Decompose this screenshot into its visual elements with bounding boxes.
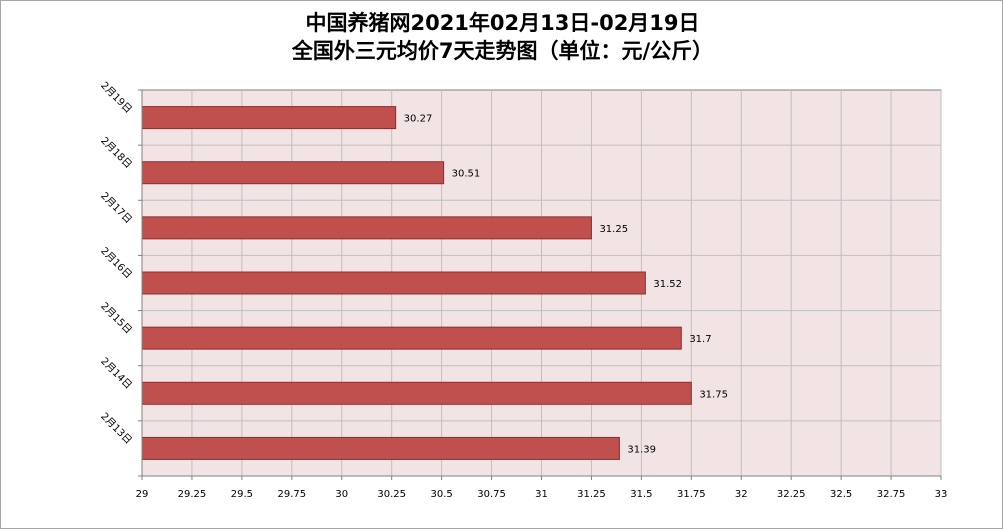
- x-tick-label: 30.75: [477, 489, 506, 500]
- data-labels: 30.27 30.51 31.25 31.52 31.7 31.75 31.39: [404, 114, 728, 456]
- bar: [141, 161, 445, 185]
- x-tick-label: 29.5: [231, 489, 253, 500]
- x-tick-label: 31.25: [577, 489, 606, 500]
- y-tick-label: 2月18日: [98, 135, 134, 171]
- bar-value-label: 31.39: [627, 444, 656, 455]
- x-tick-label: 33: [935, 489, 948, 500]
- x-tick-label: 30: [335, 489, 348, 500]
- y-tick-label: 2月19日: [98, 80, 134, 116]
- x-tick-label: 30.5: [430, 489, 452, 500]
- x-tick-label: 31: [535, 489, 548, 500]
- bar-value-label: 31.75: [699, 389, 728, 400]
- x-tick-label: 32.25: [777, 489, 806, 500]
- bar: [141, 326, 682, 350]
- y-tick-label: 2月13日: [98, 410, 134, 446]
- bar-value-label: 30.51: [452, 169, 481, 180]
- x-tick-label: 29.75: [277, 489, 306, 500]
- x-tick-label: 31.75: [677, 489, 706, 500]
- bar: [141, 436, 620, 460]
- x-tick-label: 32.75: [877, 489, 906, 500]
- bar-value-label: 31.25: [599, 224, 628, 235]
- x-tick-label: 32: [735, 489, 748, 500]
- bar: [141, 216, 592, 240]
- bars: [141, 106, 692, 460]
- bar: [141, 106, 397, 130]
- axes: [138, 89, 942, 480]
- x-tick-label: 29.25: [178, 489, 207, 500]
- y-tick-label: 2月17日: [98, 190, 134, 226]
- chart-title: 中国养猪网2021年02月13日-02月19日: [305, 11, 700, 35]
- y-tick-label: 2月15日: [98, 300, 134, 336]
- bar-value-label: 30.27: [404, 114, 433, 125]
- y-axis-ticks: 2月19日 2月18日 2月17日 2月16日 2月15日 2月14日 2月13日: [98, 80, 134, 447]
- bar: [141, 271, 646, 295]
- x-tick-label: 30.25: [377, 489, 406, 500]
- y-tick-label: 2月16日: [98, 245, 134, 281]
- x-tick-label: 32.5: [830, 489, 852, 500]
- y-tick-label: 2月14日: [98, 355, 134, 391]
- bar-value-label: 31.52: [653, 279, 682, 290]
- x-tick-label: 31.5: [630, 489, 652, 500]
- chart-subtitle: 全国外三元均价7天走势图（单位：元/公斤）: [291, 39, 714, 63]
- x-tick-label: 29: [136, 489, 149, 500]
- bar-value-label: 31.7: [689, 334, 711, 345]
- chart-title-block: 中国养猪网2021年02月13日-02月19日 全国外三元均价7天走势图（单位：…: [1, 9, 1002, 65]
- bar: [141, 381, 692, 405]
- x-axis-ticks: 29 29.25 29.5 29.75 30 30.25 30.5 30.75 31 31.25 3…: [136, 489, 948, 500]
